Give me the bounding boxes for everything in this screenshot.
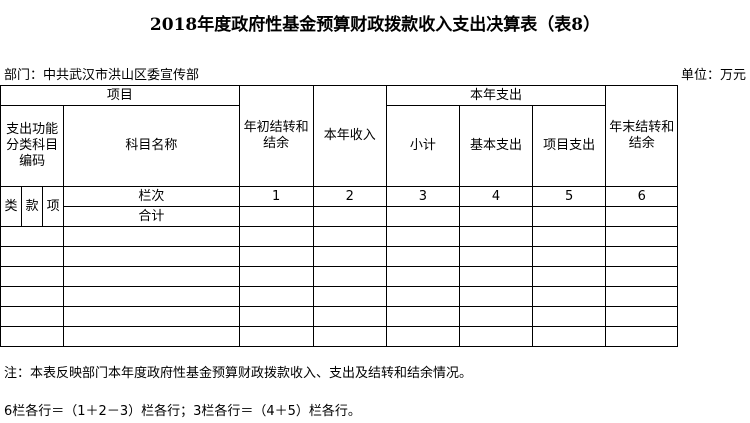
cell <box>238 246 314 267</box>
header-lei: 类 <box>0 186 23 227</box>
cell <box>385 246 460 267</box>
header-opening: 年初结转和结余 <box>238 85 314 187</box>
header-subtotal: 小计 <box>385 105 460 187</box>
unit-label: 单位：万元 <box>680 68 746 83</box>
cell <box>385 266 460 287</box>
cell <box>532 306 607 327</box>
table-row <box>0 306 750 327</box>
header-kuan: 款 <box>21 186 44 227</box>
cell <box>458 306 534 327</box>
cell <box>238 286 314 307</box>
header-income: 本年收入 <box>312 85 387 187</box>
cell <box>532 266 607 287</box>
cell <box>0 286 65 307</box>
col-num: 5 <box>532 186 607 207</box>
department-label: 部门：中共武汉市洪山区委宣传部 <box>4 68 200 83</box>
table-row <box>0 266 750 287</box>
cell <box>63 246 240 267</box>
cell <box>0 306 65 327</box>
cell <box>458 326 534 347</box>
cell <box>605 266 679 287</box>
col-num: 6 <box>605 186 679 207</box>
note-text: 注：本表反映部门本年度政府性基金预算财政拨款收入、支出及结转和结余情况。 <box>4 366 473 381</box>
cell <box>605 206 679 227</box>
header-expense: 本年支出 <box>385 85 607 106</box>
table-row <box>0 226 750 247</box>
cell <box>238 226 314 247</box>
header-project-exp: 项目支出 <box>532 105 607 187</box>
cell <box>385 326 460 347</box>
cell <box>385 306 460 327</box>
cell <box>385 286 460 307</box>
column-row-label: 栏次 <box>63 186 240 207</box>
cell <box>238 326 314 347</box>
formula-note: 6栏各行＝（1＋2－3）栏各行；3栏各行＝（4＋5）栏各行。 <box>4 404 361 419</box>
header-basic: 基本支出 <box>458 105 534 187</box>
cell <box>0 246 65 267</box>
cell <box>312 206 387 227</box>
cell <box>605 286 679 307</box>
cell <box>312 266 387 287</box>
table-row <box>0 246 750 267</box>
cell <box>312 286 387 307</box>
header-xiang: 项 <box>42 186 65 227</box>
cell <box>605 246 679 267</box>
header-project: 项目 <box>0 85 240 106</box>
cell <box>532 286 607 307</box>
cell <box>63 326 240 347</box>
cell <box>0 266 65 287</box>
page-title: 2018年度政府性基金预算财政拨款收入支出决算表（表8） <box>149 15 601 35</box>
cell <box>63 286 240 307</box>
cell <box>532 246 607 267</box>
col-num: 4 <box>458 186 534 207</box>
cell <box>312 306 387 327</box>
cell <box>532 226 607 247</box>
cell <box>385 206 460 227</box>
cell <box>458 206 534 227</box>
col-num: 3 <box>385 186 460 207</box>
cell <box>0 326 65 347</box>
cell <box>605 226 679 247</box>
cell <box>312 226 387 247</box>
cell <box>458 226 534 247</box>
table-row <box>0 286 750 307</box>
cell <box>63 266 240 287</box>
header-closing: 年末结转和结余 <box>605 85 679 187</box>
budget-table: 项目 年初结转和结余 本年收入 本年支出 年末结转和结余 支出功能分类科目编码 … <box>0 85 750 347</box>
cell <box>312 246 387 267</box>
cell <box>63 306 240 327</box>
cell <box>605 306 679 327</box>
table-row <box>0 326 750 347</box>
header-code: 支出功能分类科目编码 <box>0 105 65 187</box>
col-num: 2 <box>312 186 387 207</box>
cell <box>63 226 240 247</box>
header-name: 科目名称 <box>63 105 240 187</box>
cell <box>385 226 460 247</box>
total-label: 合计 <box>63 206 240 227</box>
cell <box>238 266 314 287</box>
cell <box>532 206 607 227</box>
cell <box>532 326 607 347</box>
cell <box>238 306 314 327</box>
cell <box>605 326 679 347</box>
cell <box>0 226 65 247</box>
cell <box>238 206 314 227</box>
cell <box>458 246 534 267</box>
cell <box>458 266 534 287</box>
cell <box>312 326 387 347</box>
cell <box>458 286 534 307</box>
col-num: 1 <box>238 186 314 207</box>
